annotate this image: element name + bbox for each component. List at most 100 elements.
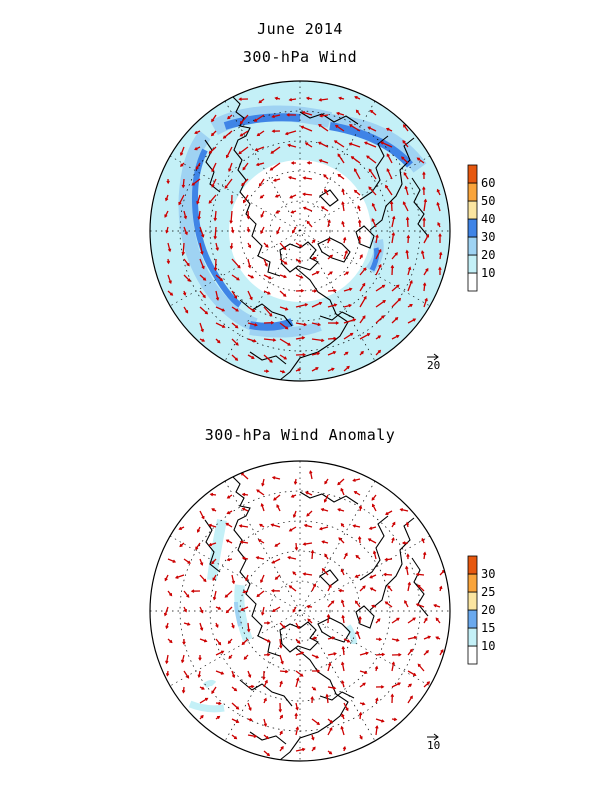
wind-vector (385, 510, 393, 515)
wind-vector (391, 335, 399, 340)
wind-vector-head (266, 752, 271, 757)
wind-vector (256, 590, 265, 597)
wind-vector (417, 584, 425, 592)
wind-vector-head (331, 367, 335, 371)
wind-vector (180, 146, 185, 156)
wind-vector-head (421, 537, 425, 542)
wind-vector (261, 606, 265, 615)
wind-vector-head (267, 291, 271, 295)
wind-vector (423, 298, 428, 308)
wind-vector-head (337, 173, 341, 178)
wind-vector (279, 670, 288, 673)
wind-vector-head (378, 248, 382, 253)
wind-vector-head (279, 645, 283, 649)
wind-vector-head (168, 280, 172, 284)
wind-vector-head (165, 660, 169, 665)
wind-vector (366, 155, 377, 164)
wind-vector (375, 284, 385, 292)
wind-vector-head (245, 577, 249, 582)
wind-vector-head (296, 625, 300, 630)
wind-vector-head (174, 575, 179, 579)
wind-vector (247, 622, 250, 632)
wind-vector-head (270, 523, 274, 527)
wind-vector-head (186, 263, 190, 267)
wind-vector (239, 525, 249, 528)
wind-vector-head (180, 163, 184, 167)
wind-vector-head (235, 719, 240, 723)
wind-vector-head (329, 254, 334, 258)
wind-vector-head (345, 707, 349, 712)
wind-vector-head (281, 370, 286, 374)
wind-vector (199, 510, 205, 519)
wind-vector (311, 367, 319, 372)
wind-vector-head (306, 220, 310, 224)
wind-vector (400, 508, 409, 512)
wind-vector (354, 189, 361, 196)
wind-vector-head (200, 609, 204, 614)
wind-vector (257, 130, 265, 137)
wind-vector-head (409, 279, 413, 284)
wind-vector-head (178, 526, 182, 531)
wind-vector (368, 186, 377, 196)
wind-vector (404, 186, 409, 196)
wind-vector-head (305, 491, 309, 495)
wind-vector-head (318, 98, 322, 102)
wind-vector-head (230, 229, 235, 234)
wind-vector-head (304, 142, 309, 146)
wind-vector-head (355, 554, 359, 559)
wind-vector (295, 274, 303, 279)
wind-vector-head (226, 511, 230, 515)
wind-vector (199, 322, 204, 332)
wind-vector-head (295, 726, 300, 730)
wind-vector-head (306, 604, 310, 609)
wind-vector (247, 322, 258, 326)
longitude-line (169, 155, 431, 307)
wind-vector-head (433, 603, 437, 608)
wind-vector (183, 274, 191, 282)
wind-vector-head (413, 672, 417, 676)
wind-vector (199, 574, 207, 582)
wind-vector (165, 654, 169, 664)
wind-vector-head (233, 295, 238, 299)
wind-vector (391, 617, 400, 624)
wind-vector (240, 130, 249, 137)
wind-vector-head (318, 301, 323, 306)
wind-vector (423, 283, 426, 292)
wind-vector (256, 489, 265, 496)
wind-vector (311, 718, 320, 725)
wind-vector (224, 590, 233, 598)
wind-vector (256, 162, 265, 166)
wind-vector-head (292, 514, 297, 518)
wind-vector-head (256, 132, 260, 137)
wind-vector-head (263, 723, 268, 727)
wind-vector-head (259, 195, 264, 199)
wind-vector-head (183, 609, 187, 613)
wind-vector-head (288, 585, 293, 589)
wind-vector-head (324, 553, 328, 557)
wind-vector-head (191, 182, 195, 186)
wind-vector-head (346, 639, 351, 643)
wind-vector-head (178, 201, 182, 206)
wind-vector-head (368, 526, 373, 530)
wind-vector (423, 635, 431, 640)
wind-vector-head (422, 217, 426, 221)
wind-vector-head (251, 684, 255, 689)
wind-vector (178, 194, 185, 205)
wind-vector-head (333, 140, 338, 144)
wind-vector (407, 318, 416, 324)
wind-vector-head (211, 690, 215, 695)
wind-vector-head (403, 124, 407, 128)
colorbar-swatch (467, 609, 478, 629)
wind-vector (407, 670, 416, 676)
wind-vector-head (345, 351, 349, 355)
wind-vector (407, 617, 416, 624)
wind-vector-head (346, 365, 350, 370)
wind-vector (214, 258, 217, 271)
wind-vector (322, 568, 329, 576)
wind-vector-head (169, 639, 173, 644)
wind-vector-head (243, 656, 247, 660)
wind-vector (353, 478, 361, 482)
wind-vector-head (344, 249, 348, 254)
wind-vector-head (250, 275, 255, 279)
wind-vector-head (342, 745, 347, 750)
